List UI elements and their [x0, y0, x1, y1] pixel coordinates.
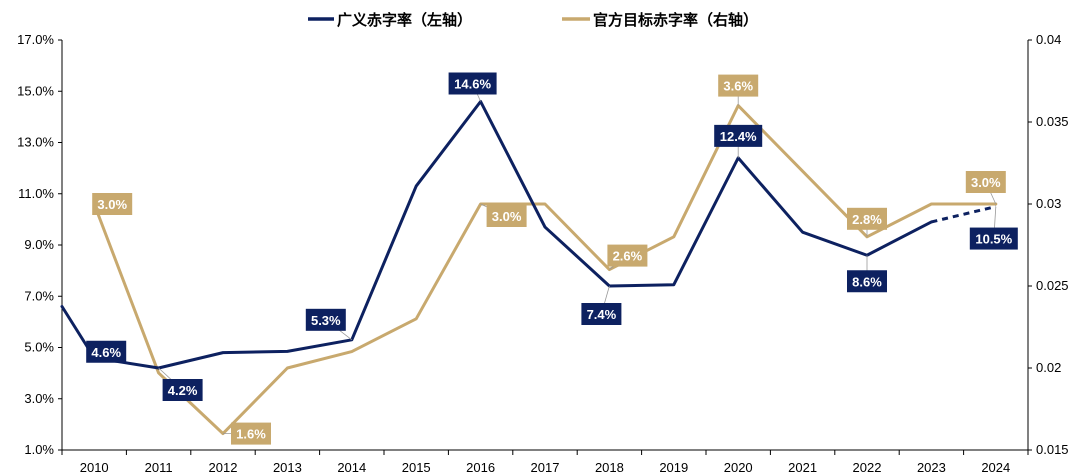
broad-deficit-label-text: 10.5%	[975, 232, 1012, 247]
x-tick-label: 2010	[80, 460, 109, 475]
official-deficit-label-box	[92, 193, 133, 215]
x-tick-label: 2022	[853, 460, 882, 475]
broad-deficit-data-label: 4.2%	[158, 367, 203, 401]
y-left-tick-label: 7.0%	[24, 288, 54, 303]
broad-deficit-label-text: 4.6%	[91, 345, 121, 360]
broad-deficit-data-label: 8.6%	[847, 255, 887, 293]
x-tick-label: 2016	[466, 460, 495, 475]
official-deficit-data-label: 3.0%	[92, 193, 133, 215]
broad-deficit-label-box	[162, 379, 203, 401]
x-tick-label: 2021	[788, 460, 817, 475]
broad-deficit-label-box	[305, 308, 346, 331]
y-left-tick-label: 3.0%	[24, 391, 54, 406]
y-right-tick-label: 0.03	[1036, 196, 1061, 211]
official-deficit-label-box	[847, 207, 887, 230]
official-deficit-data-label: 1.6%	[223, 422, 271, 445]
y-right-tick-label: 0.04	[1036, 32, 1061, 47]
broad-deficit-label-text: 5.3%	[311, 313, 341, 328]
series-line-broad-deficit-projected	[931, 205, 997, 224]
official-deficit-label-box	[607, 244, 648, 267]
official-deficit-label-text: 3.6%	[723, 79, 753, 94]
x-tick-label: 2012	[209, 460, 238, 475]
broad-deficit-data-label: 4.6%	[86, 340, 127, 363]
broad-deficit-data-label: 7.4%	[581, 285, 622, 325]
data-labels: 3.0% 1.6% 3.0% 2.6% 3.6% 2.8% 3.0% 4.6% 4.2% 5.3%…	[86, 72, 1018, 445]
y-left-tick-label: 17.0%	[17, 32, 54, 47]
x-tick-label: 2018	[595, 460, 624, 475]
x-tick-label: 2014	[337, 460, 366, 475]
broad-deficit-label-box	[714, 124, 763, 147]
y-right-tick-label: 0.025	[1036, 278, 1069, 293]
broad-deficit-data-label: 14.6%	[448, 72, 497, 102]
legend: 广义赤字率（左轴） 官方目标赤字率（右轴）	[308, 11, 758, 29]
y-left-tick-label: 15.0%	[17, 83, 54, 98]
y-left-tick-label: 9.0%	[24, 237, 54, 252]
official-deficit-label-box	[231, 422, 271, 445]
axes: 1.0% 3.0% 5.0% 7.0% 9.0% 11.0% 13.0% 15.0% 17.0%…	[17, 32, 1068, 475]
broad-deficit-label-box	[847, 270, 887, 293]
y-right-tick-label: 0.015	[1036, 442, 1069, 457]
y-left-tick-label: 1.0%	[24, 442, 54, 457]
broad-deficit-label-box	[581, 303, 622, 325]
official-deficit-label-text: 3.0%	[971, 175, 1001, 190]
broad-deficit-label-text: 14.6%	[454, 77, 491, 92]
broad-deficit-data-label: 12.4%	[714, 124, 763, 158]
official-deficit-data-label: 3.0%	[480, 203, 527, 227]
official-deficit-data-label: 3.0%	[965, 171, 1006, 205]
official-deficit-label-text: 2.6%	[613, 249, 643, 264]
x-tick-label: 2023	[917, 460, 946, 475]
official-deficit-label-text: 1.6%	[236, 427, 266, 442]
broad-deficit-label-text: 8.6%	[852, 274, 882, 289]
series-line-broad-deficit	[60, 100, 933, 370]
official-deficit-label-box	[718, 74, 759, 97]
official-deficit-label-text: 2.8%	[852, 212, 882, 227]
y-right-tick-label: 0.02	[1036, 360, 1061, 375]
official-deficit-label-text: 3.0%	[97, 197, 127, 212]
x-tick-label: 2020	[724, 460, 753, 475]
broad-deficit-label-box	[969, 227, 1018, 250]
broad-deficit-label-box	[86, 340, 127, 363]
x-tick-label: 2024	[981, 460, 1010, 475]
x-tick-label: 2017	[531, 460, 560, 475]
official-deficit-label-box	[965, 171, 1006, 193]
broad-deficit-data-label: 5.3%	[305, 308, 353, 341]
official-deficit-label-box	[486, 205, 527, 227]
y-right-tick-label: 0.035	[1036, 114, 1069, 129]
y-left-tick-label: 5.0%	[24, 340, 54, 355]
y-left-tick-label: 11.0%	[18, 186, 54, 201]
x-tick-label: 2013	[273, 460, 302, 475]
official-deficit-data-label: 2.8%	[847, 207, 887, 237]
broad-deficit-label-text: 12.4%	[720, 129, 757, 144]
broad-deficit-label-text: 4.2%	[168, 383, 198, 398]
legend-label-broad-deficit: 广义赤字率（左轴）	[337, 11, 472, 29]
broad-deficit-label-box	[448, 72, 497, 95]
broad-deficit-data-label: 10.5%	[969, 206, 1018, 250]
series-line-official-deficit	[92, 104, 998, 436]
x-tick-label: 2019	[659, 460, 688, 475]
legend-label-official-deficit: 官方目标赤字率（右轴）	[593, 11, 758, 29]
broad-deficit-label-text: 7.4%	[587, 307, 617, 322]
y-left-tick-label: 13.0%	[17, 135, 54, 150]
official-deficit-data-label: 2.6%	[607, 244, 648, 270]
official-deficit-label-text: 3.0%	[492, 209, 522, 224]
official-deficit-data-label: 3.6%	[718, 74, 759, 106]
x-tick-label: 2011	[145, 460, 173, 475]
x-tick-label: 2015	[402, 460, 431, 475]
